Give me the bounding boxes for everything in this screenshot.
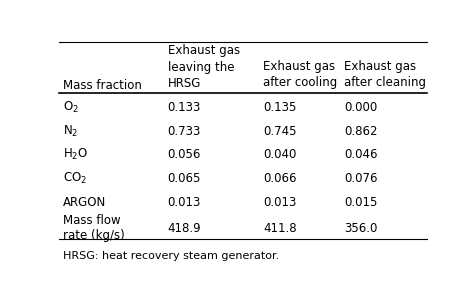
Text: HRSG: heat recovery steam generator.: HRSG: heat recovery steam generator. (63, 251, 279, 261)
Text: 0.013: 0.013 (263, 196, 297, 208)
Text: Mass flow
rate (kg/s): Mass flow rate (kg/s) (63, 214, 125, 242)
Text: 0.135: 0.135 (263, 101, 297, 114)
Text: 418.9: 418.9 (168, 222, 201, 234)
Text: N$_2$: N$_2$ (63, 124, 78, 139)
Text: 0.000: 0.000 (344, 101, 377, 114)
Text: 0.040: 0.040 (263, 148, 297, 161)
Text: 0.133: 0.133 (168, 101, 201, 114)
Text: 0.015: 0.015 (344, 196, 377, 208)
Text: 0.862: 0.862 (344, 125, 377, 138)
Text: 0.066: 0.066 (263, 172, 297, 185)
Text: 0.056: 0.056 (168, 148, 201, 161)
Text: Exhaust gas
after cleaning: Exhaust gas after cleaning (344, 60, 426, 89)
Text: 356.0: 356.0 (344, 222, 377, 234)
Text: 0.046: 0.046 (344, 148, 377, 161)
Text: 0.733: 0.733 (168, 125, 201, 138)
Text: Exhaust gas
after cooling: Exhaust gas after cooling (263, 60, 337, 89)
Text: H$_2$O: H$_2$O (63, 147, 88, 162)
Text: 411.8: 411.8 (263, 222, 297, 234)
Text: O$_2$: O$_2$ (63, 100, 79, 115)
Text: 0.745: 0.745 (263, 125, 297, 138)
Text: 0.076: 0.076 (344, 172, 377, 185)
Text: Exhaust gas
leaving the
HRSG: Exhaust gas leaving the HRSG (168, 44, 240, 90)
Text: ARGON: ARGON (63, 196, 106, 208)
Text: Mass fraction: Mass fraction (63, 79, 142, 92)
Text: CO$_2$: CO$_2$ (63, 171, 87, 186)
Text: 0.065: 0.065 (168, 172, 201, 185)
Text: 0.013: 0.013 (168, 196, 201, 208)
